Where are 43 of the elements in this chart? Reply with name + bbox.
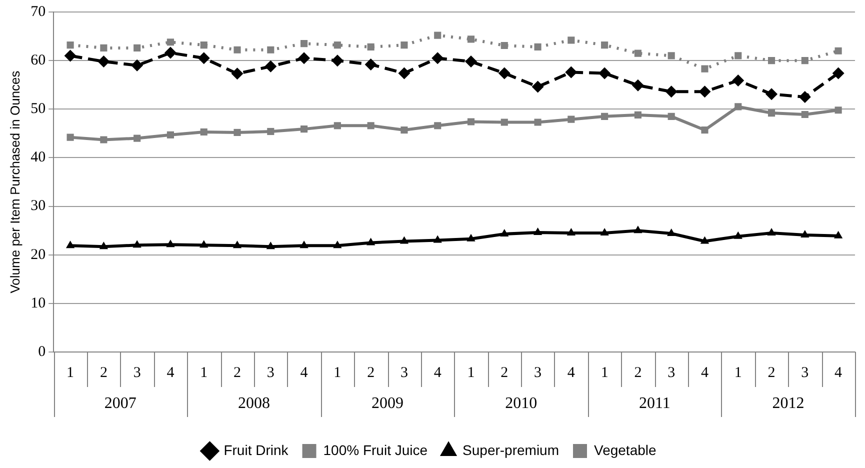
text: 2010: [505, 395, 538, 412]
text: 2011: [638, 395, 670, 412]
x-tick-label: 1: [66, 364, 74, 381]
text: 2012: [772, 395, 804, 412]
legend-label: Fruit Drink: [224, 442, 290, 458]
x-tick-label: 2: [634, 364, 642, 381]
x-tick-label: 2: [100, 364, 108, 381]
text: 2009: [372, 395, 404, 412]
y-tick-label: 0: [38, 344, 46, 360]
y-tick-label: 60: [30, 52, 46, 69]
x-tick-label: 4: [300, 364, 308, 381]
x-tick-label: 4: [166, 364, 175, 381]
x-tick-label: 4: [434, 364, 442, 381]
legend-label: Vegetable: [594, 442, 657, 458]
x-tick-label: 3: [534, 364, 542, 381]
y-tick-label: 50: [30, 101, 46, 118]
x-tick-label: 2: [768, 364, 776, 381]
text: 2007: [104, 395, 136, 412]
y-tick-label: 40: [30, 150, 46, 166]
text: 2008: [238, 395, 270, 412]
x-tick-label: 4: [567, 364, 576, 381]
x-tick-label: 4: [834, 364, 843, 381]
x-tick-label: 1: [200, 364, 208, 381]
x-tick-label: 3: [668, 364, 676, 381]
x-tick-label: 4: [700, 364, 709, 381]
x-tick-label: 2: [500, 364, 508, 381]
y-axis-title: Volume per Item Purchased in Ounces: [7, 70, 22, 294]
x-tick-label: 1: [600, 364, 608, 381]
y-tick-label: 20: [30, 246, 46, 263]
x-tick-label: 3: [801, 364, 809, 381]
x-tick-label: 3: [266, 364, 274, 381]
x-tick-label: 1: [734, 364, 742, 381]
legend-label: Super-premium: [462, 442, 560, 458]
y-tick-label: 70: [30, 4, 46, 20]
y-tick-label: 10: [30, 295, 46, 312]
legend-label: 100% Fruit Juice: [323, 442, 428, 458]
x-tick-label: 1: [334, 364, 342, 381]
y-tick-label: 30: [30, 198, 46, 214]
x-tick-label: 1: [467, 364, 475, 381]
x-tick-label: 3: [133, 364, 141, 381]
x-tick-label: 2: [367, 364, 375, 381]
x-tick-label: 3: [400, 364, 408, 381]
x-tick-label: 2: [234, 364, 242, 381]
